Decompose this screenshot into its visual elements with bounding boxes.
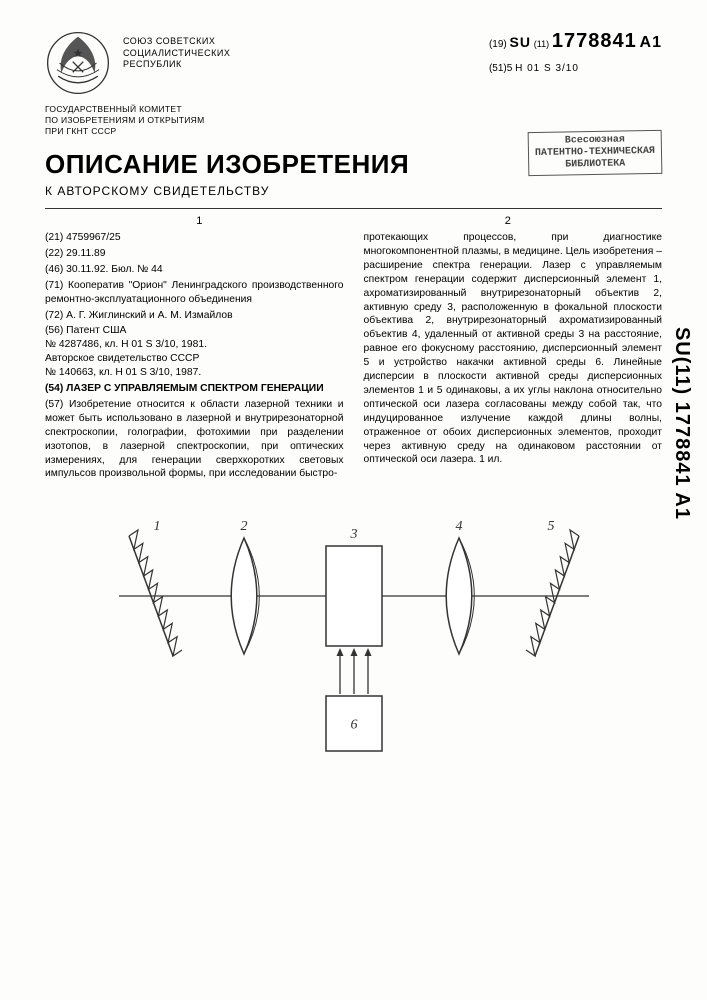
doc-codes: (19) SU (11) 1778841 A1 (51)5 H 01 S 3/1… — [489, 30, 662, 74]
svg-text:1: 1 — [153, 519, 160, 534]
subtitle: К АВТОРСКОМУ СВИДЕТЕЛЬСТВУ — [45, 184, 662, 198]
svg-text:4: 4 — [455, 519, 462, 534]
state-emblem — [45, 30, 111, 96]
svg-text:6: 6 — [350, 718, 357, 733]
svg-text:3: 3 — [349, 527, 357, 542]
main-title: ОПИСАНИЕ ИЗОБРЕТЕНИЯ — [45, 149, 409, 180]
side-doc-number: SU(11) 1778841 A1 — [670, 327, 693, 520]
union-name: СОЮЗ СОВЕТСКИХ СОЦИАЛИСТИЧЕСКИХ РЕСПУБЛИ… — [123, 36, 230, 71]
library-stamp: Всесоюзная ПАТЕНТНО-ТЕХНИЧЕСКАЯ БИБЛИОТЕ… — [528, 130, 663, 176]
svg-text:2: 2 — [240, 519, 247, 534]
column-numbers: 12 — [45, 215, 662, 227]
column-left: (21) 4759967/25 (22) 29.11.89 (46) 30.11… — [45, 231, 344, 483]
optical-diagram: 1 2 3 4 5 6 — [45, 501, 662, 766]
svg-text:5: 5 — [547, 519, 554, 534]
column-right: протекающих процессов, при диагностике м… — [364, 231, 663, 483]
divider — [45, 208, 662, 209]
